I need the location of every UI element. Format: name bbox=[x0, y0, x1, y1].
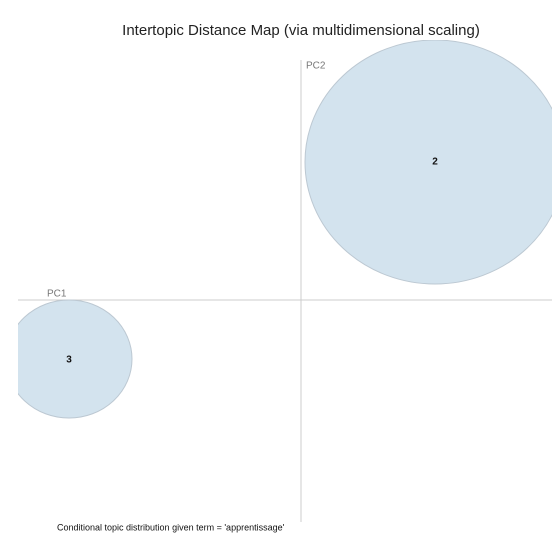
y-axis-label: PC2 bbox=[306, 61, 326, 72]
topic-label: 2 bbox=[432, 157, 438, 168]
caption: Conditional topic distribution given ter… bbox=[57, 522, 285, 532]
title: Intertopic Distance Map (via multidimens… bbox=[122, 22, 480, 39]
x-axis-label: PC1 bbox=[47, 289, 67, 300]
topic-circle[interactable] bbox=[6, 299, 133, 419]
topic-label: 3 bbox=[66, 355, 72, 366]
topic-circle[interactable] bbox=[304, 40, 552, 285]
